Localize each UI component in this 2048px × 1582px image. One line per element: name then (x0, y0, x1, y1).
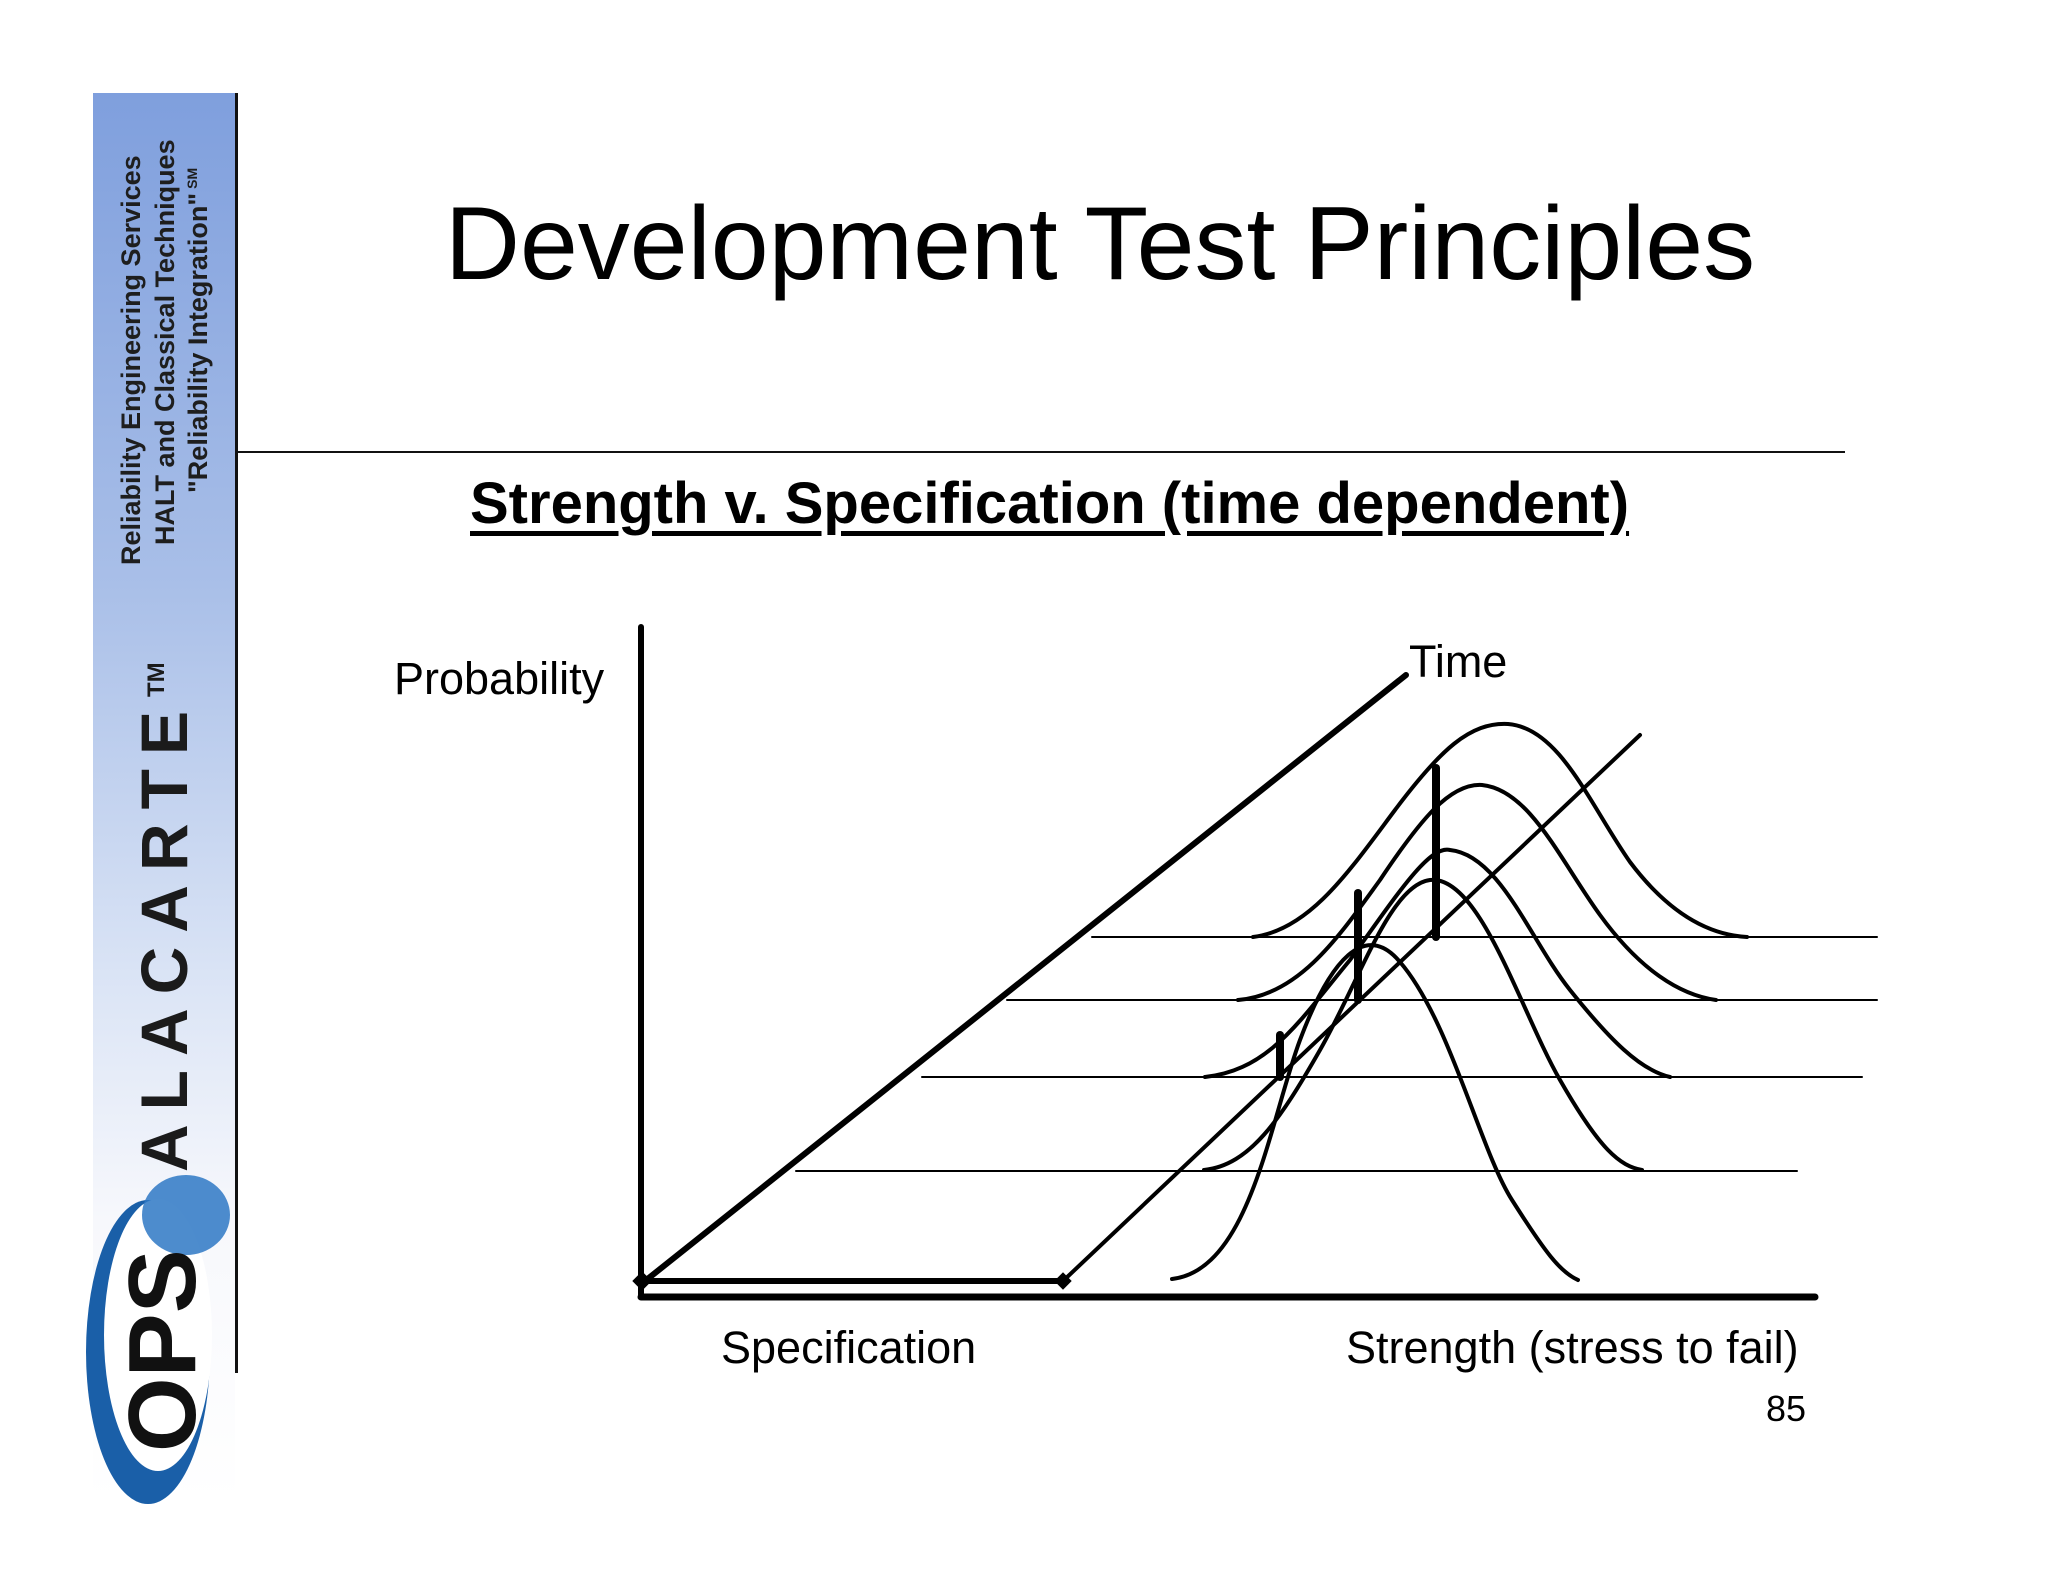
sidebar-divider (235, 93, 238, 1373)
slide-title: Development Test Principles (444, 186, 1756, 302)
page-number: 85 (1766, 1388, 1807, 1429)
time-axis (642, 672, 1409, 1284)
specification-label: Specification (721, 1322, 977, 1373)
strength-distribution-t1 (1202, 877, 1644, 1172)
slide-subtitle: Strength v. Specification (time dependen… (470, 471, 1630, 536)
x-axis-label: Strength (stress to fail) (1346, 1322, 1799, 1373)
specification-limit-line (1061, 733, 1642, 1283)
time-axis-label: Time (1409, 636, 1508, 687)
strength-distribution-t3 (1236, 782, 1718, 1002)
strength-distribution-t2 (1203, 847, 1672, 1079)
strength-distribution-t0 (1170, 943, 1580, 1282)
title-divider (235, 451, 1845, 453)
y-axis-label: Probability (394, 653, 605, 704)
strength-distribution-t4 (1251, 721, 1749, 939)
